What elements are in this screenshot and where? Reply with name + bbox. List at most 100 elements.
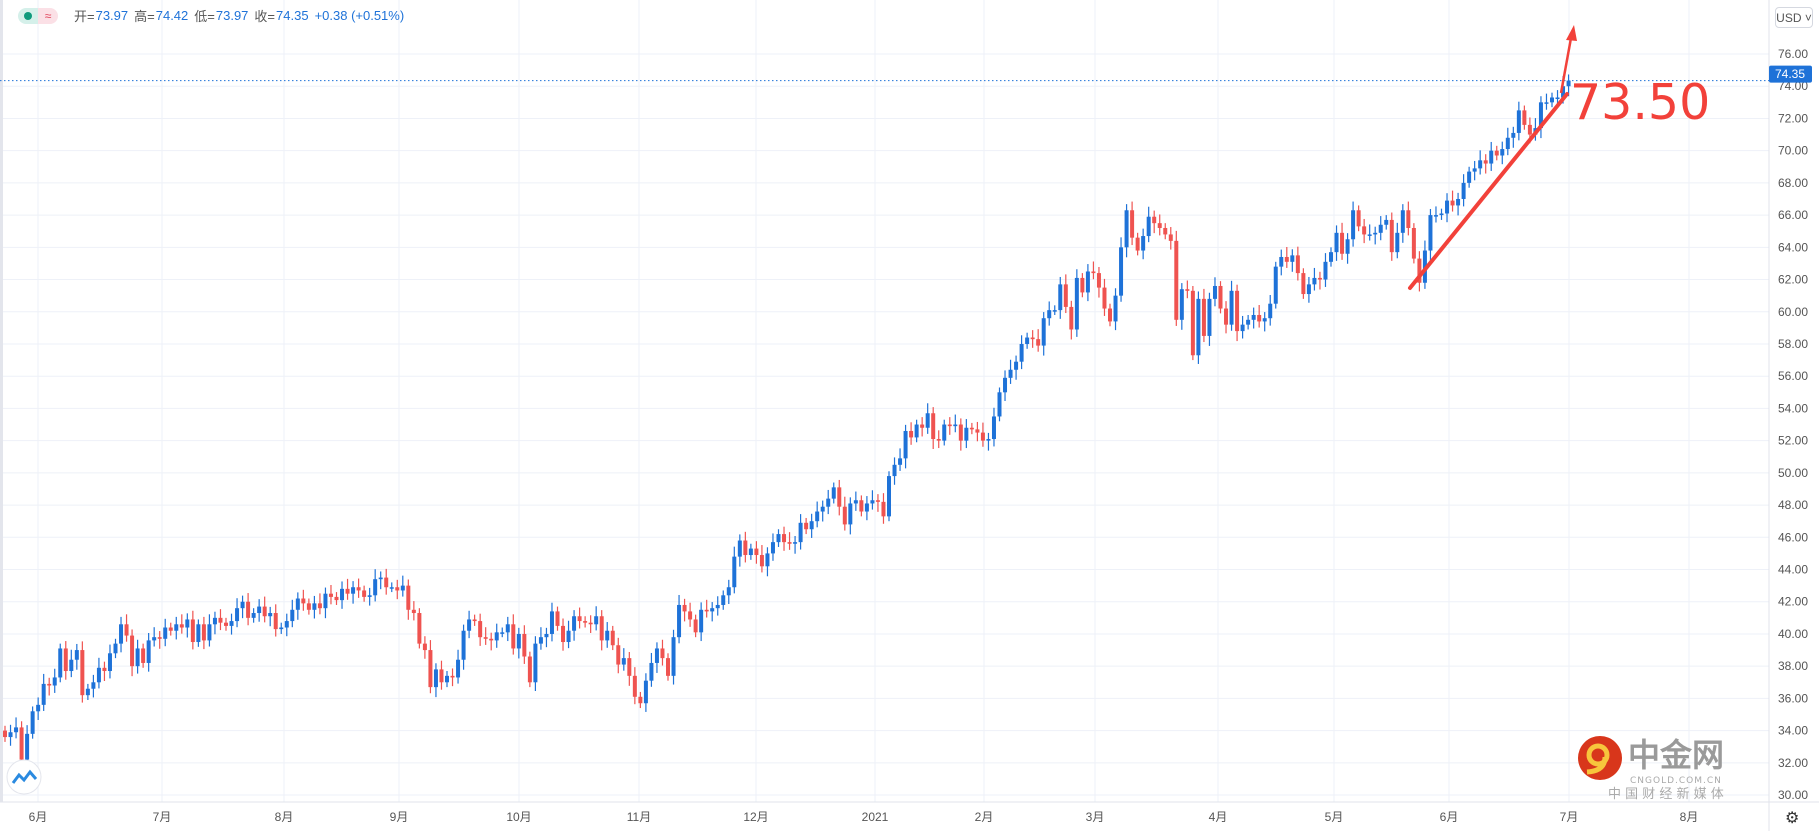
candle[interactable]	[328, 584, 333, 605]
candle[interactable]	[870, 490, 875, 510]
candle[interactable]	[1345, 233, 1350, 264]
candle[interactable]	[1428, 208, 1433, 261]
candle[interactable]	[1351, 201, 1356, 247]
candle[interactable]	[759, 545, 764, 573]
candle[interactable]	[1312, 267, 1317, 291]
candle[interactable]	[224, 617, 228, 631]
candle[interactable]	[306, 598, 311, 615]
candle[interactable]	[693, 614, 698, 638]
candle[interactable]	[478, 613, 483, 646]
candle[interactable]	[47, 677, 52, 696]
candle[interactable]	[130, 629, 135, 677]
candle[interactable]	[456, 649, 461, 684]
candle[interactable]	[1323, 253, 1328, 287]
candle[interactable]	[710, 602, 715, 622]
candle[interactable]	[1052, 305, 1057, 315]
candle[interactable]	[522, 625, 527, 664]
candle[interactable]	[201, 616, 206, 650]
candle[interactable]	[80, 641, 85, 703]
candle[interactable]	[257, 599, 262, 622]
candle[interactable]	[1152, 210, 1157, 234]
candle[interactable]	[826, 489, 831, 515]
candle[interactable]	[1257, 304, 1262, 328]
candle[interactable]	[991, 407, 996, 447]
candle[interactable]	[229, 613, 234, 635]
candle[interactable]	[1522, 105, 1527, 130]
candle[interactable]	[1058, 276, 1063, 319]
candle[interactable]	[660, 639, 665, 666]
candle[interactable]	[102, 661, 107, 682]
candle[interactable]	[1008, 359, 1013, 384]
candle[interactable]	[931, 407, 936, 450]
candle[interactable]	[373, 569, 378, 602]
candle[interactable]	[688, 602, 693, 627]
candle[interactable]	[340, 581, 345, 609]
candle[interactable]	[765, 547, 770, 577]
candle[interactable]	[798, 514, 803, 550]
candle[interactable]	[461, 624, 466, 670]
candle[interactable]	[1505, 127, 1510, 156]
candle[interactable]	[1185, 280, 1190, 299]
candle[interactable]	[820, 500, 825, 522]
candle[interactable]	[1389, 212, 1394, 261]
candle[interactable]	[433, 663, 438, 698]
candle[interactable]	[1329, 247, 1333, 267]
candle[interactable]	[898, 448, 903, 471]
candle[interactable]	[312, 595, 317, 619]
candle[interactable]	[859, 495, 864, 517]
candle[interactable]	[85, 683, 90, 701]
candle[interactable]	[1190, 285, 1195, 361]
candle[interactable]	[69, 649, 74, 678]
candle[interactable]	[1141, 228, 1146, 260]
candle[interactable]	[268, 606, 273, 627]
candle[interactable]	[196, 619, 201, 647]
candle[interactable]	[1168, 227, 1173, 250]
candle[interactable]	[1224, 301, 1229, 334]
candle[interactable]	[1130, 201, 1135, 246]
candle[interactable]	[1306, 276, 1311, 303]
candle[interactable]	[1284, 246, 1289, 268]
candle[interactable]	[1262, 312, 1267, 332]
candle[interactable]	[936, 430, 941, 449]
candle[interactable]	[1273, 261, 1278, 309]
candle[interactable]	[864, 496, 869, 521]
candle[interactable]	[1395, 222, 1400, 259]
candle[interactable]	[174, 616, 179, 640]
candle[interactable]	[511, 614, 516, 655]
candle[interactable]	[36, 697, 41, 720]
candle[interactable]	[384, 568, 389, 595]
candle[interactable]	[1025, 332, 1030, 349]
candle[interactable]	[317, 593, 322, 615]
candle[interactable]	[246, 593, 251, 626]
candle[interactable]	[914, 419, 919, 443]
candle[interactable]	[63, 641, 68, 680]
candle[interactable]	[1157, 214, 1162, 236]
candle[interactable]	[787, 532, 792, 550]
candle[interactable]	[1146, 206, 1151, 243]
candle[interactable]	[1478, 150, 1483, 175]
candle[interactable]	[30, 706, 35, 739]
candle[interactable]	[417, 608, 422, 649]
candle[interactable]	[168, 622, 173, 636]
candle[interactable]	[141, 643, 146, 668]
candle[interactable]	[1538, 96, 1543, 139]
candle[interactable]	[666, 653, 670, 681]
candle[interactable]	[119, 616, 124, 653]
candle[interactable]	[207, 614, 212, 647]
candle[interactable]	[1373, 226, 1378, 245]
candle[interactable]	[677, 594, 682, 644]
candle[interactable]	[1406, 201, 1411, 236]
candle[interactable]	[1516, 101, 1521, 141]
candle[interactable]	[472, 614, 477, 626]
candle[interactable]	[1030, 330, 1035, 348]
candle[interactable]	[1362, 218, 1367, 244]
candle[interactable]	[295, 592, 300, 620]
candle[interactable]	[1036, 329, 1041, 352]
candle[interactable]	[1085, 264, 1090, 302]
candle[interactable]	[737, 534, 742, 567]
candle[interactable]	[1014, 355, 1019, 380]
candle[interactable]	[400, 575, 405, 597]
candle[interactable]	[848, 497, 853, 535]
candle[interactable]	[782, 526, 787, 551]
candle[interactable]	[467, 610, 472, 639]
